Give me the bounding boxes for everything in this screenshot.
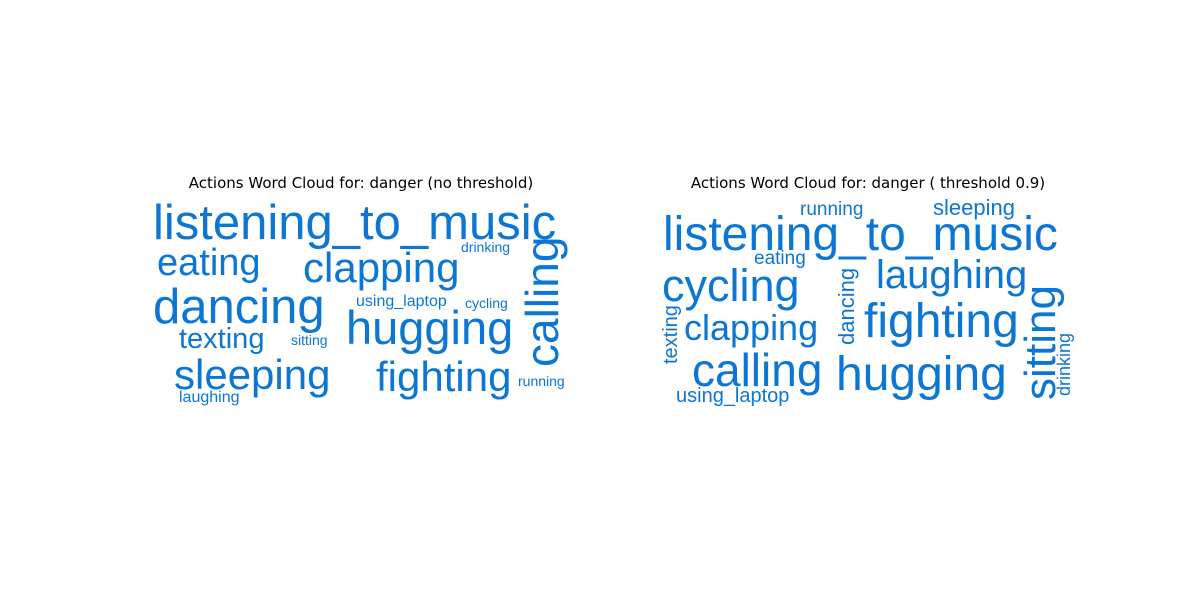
word-calling: calling [692,344,822,396]
word-using-laptop: using_laptop [356,293,447,310]
word-sitting: sitting [291,332,328,348]
word-cycling: cycling [465,295,508,311]
word-texting: texting [179,323,264,355]
word-hugging: hugging [346,301,513,354]
word-fighting: fighting [376,353,511,400]
word-sitting: sitting [1016,285,1065,400]
word-texting: texting [660,305,682,364]
word-sleeping: sleeping [174,351,330,398]
cloud-right-title: Actions Word Cloud for: danger ( thresho… [690,174,1046,192]
word-cloud-right: running sleepinglistening_to_musiceatingc… [660,195,1074,407]
word-eating: eating [157,242,261,284]
word-dancing: dancing [834,268,859,345]
word-drinking: drinking [461,239,510,255]
word-hugging: hugging [836,348,1007,401]
word-clapping: clapping [684,307,818,348]
word-cycling: cycling [662,260,800,311]
word-laughing: laughing [179,389,240,406]
word-calling: calling [516,237,568,367]
word-listening-to-music: listening_to_music [663,208,1058,261]
word-drinking: drinking [1054,333,1074,396]
word-clapping: clapping [303,244,459,291]
word-fighting: fighting [864,295,1019,348]
word-sleeping: sleeping [933,195,1015,220]
word-dancing: dancing [153,280,325,334]
word-laughing: laughing [876,253,1027,297]
word-listening-to-music: listening_to_music [153,196,556,250]
word-eating: eating [754,248,806,269]
word-running: running [518,373,565,389]
word-running: running [800,199,863,220]
cloud-left-title: Actions Word Cloud for: danger (no thres… [188,174,534,192]
word-using-laptop: using_laptop [676,385,789,407]
